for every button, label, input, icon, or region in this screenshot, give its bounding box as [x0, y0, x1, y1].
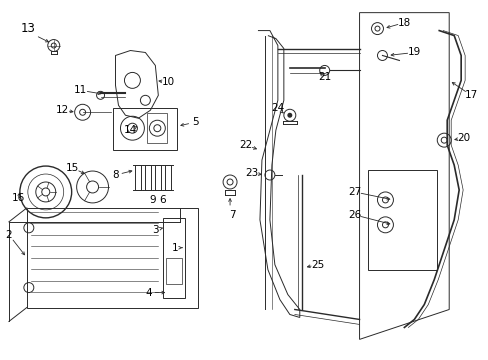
- Text: 16: 16: [12, 193, 25, 203]
- Text: 21: 21: [317, 72, 331, 82]
- Text: 5: 5: [191, 117, 198, 127]
- Text: 1: 1: [172, 243, 178, 253]
- Bar: [166, 258, 182, 284]
- Text: 8: 8: [112, 170, 119, 180]
- Text: 11: 11: [74, 85, 87, 95]
- Text: 19: 19: [407, 48, 420, 58]
- Text: 24: 24: [271, 103, 284, 113]
- Text: 27: 27: [347, 187, 361, 197]
- Text: 26: 26: [347, 210, 361, 220]
- Bar: [367, 170, 436, 270]
- Text: 15: 15: [66, 163, 79, 173]
- Text: 10: 10: [162, 77, 175, 87]
- Bar: [147, 113, 167, 143]
- Text: 25: 25: [310, 260, 324, 270]
- Bar: [163, 218, 185, 298]
- Text: 4: 4: [145, 288, 151, 298]
- Bar: [27, 208, 198, 307]
- Text: 20: 20: [457, 133, 470, 143]
- Bar: [145, 165, 151, 190]
- Circle shape: [287, 113, 292, 118]
- Bar: [112, 108, 177, 150]
- Text: 2: 2: [5, 230, 12, 240]
- Bar: [165, 165, 171, 190]
- Text: 6: 6: [159, 195, 165, 205]
- Text: 7: 7: [228, 210, 235, 220]
- Text: 22: 22: [239, 140, 252, 150]
- Text: 3: 3: [152, 225, 158, 235]
- Bar: [155, 165, 161, 190]
- Text: 9: 9: [149, 195, 155, 205]
- Bar: [135, 165, 141, 190]
- Text: 14: 14: [123, 125, 137, 135]
- Text: 13: 13: [20, 22, 35, 35]
- Text: 12: 12: [56, 105, 69, 115]
- Text: 23: 23: [245, 168, 258, 178]
- Text: 18: 18: [397, 18, 410, 28]
- Text: 17: 17: [464, 90, 477, 100]
